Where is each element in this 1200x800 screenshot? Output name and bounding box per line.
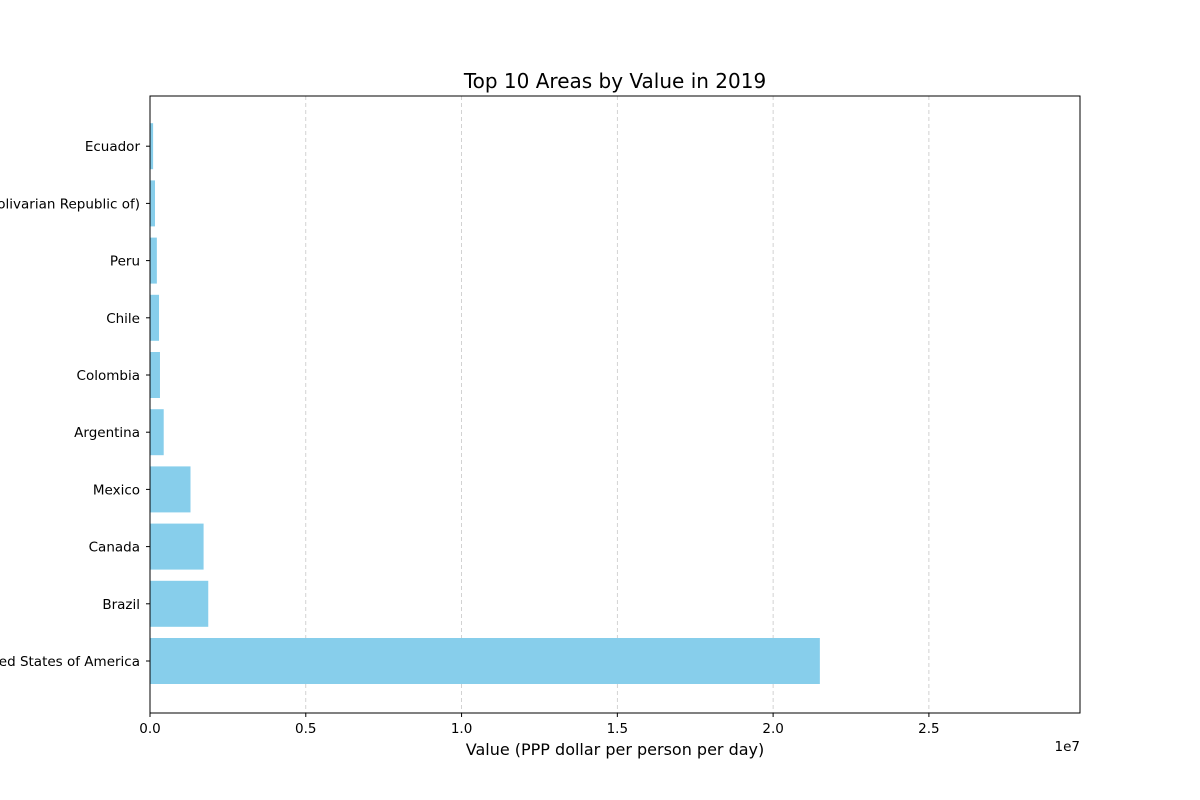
y-tick-label: United States of America: [0, 654, 140, 670]
bar: [150, 180, 155, 227]
x-axis-ticks: 0.0 0.5 1.0 1.5 2.0 2.5: [139, 713, 940, 737]
x-tick-label: 2.5: [918, 721, 939, 737]
x-tick-label: 1.5: [607, 721, 628, 737]
x-tick-label: 0.5: [295, 721, 316, 737]
y-tick-label: Brazil: [102, 597, 140, 613]
y-tick-label: Venezuela (Bolivarian Republic of): [0, 196, 140, 212]
bar: [150, 237, 157, 284]
grid-lines: [305, 96, 930, 713]
bar: [150, 580, 209, 627]
bar: [150, 123, 154, 170]
bar: [150, 294, 160, 341]
y-tick-label: Chile: [106, 311, 140, 327]
plot-frame: [149, 95, 1081, 714]
bar: [150, 352, 160, 398]
y-tick-label: Mexico: [93, 482, 140, 498]
y-tick-label: Canada: [89, 540, 140, 556]
chart-title: Top 10 Areas by Value in 2019: [463, 69, 766, 93]
bar: [150, 638, 820, 684]
y-tick-label: Colombia: [77, 368, 140, 384]
bar: [150, 409, 164, 456]
y-tick-label: Argentina: [74, 425, 140, 441]
y-axis-ticks: United States of America Brazil Canada Mexi…: [0, 139, 150, 670]
bar: [150, 523, 204, 570]
x-tick-label: 1.0: [451, 721, 472, 737]
x-axis-label: Value (PPP dollar per person per day): [466, 740, 765, 759]
y-tick-label: Peru: [110, 254, 140, 270]
bars: [150, 123, 820, 684]
x-tick-label: 2.0: [762, 721, 783, 737]
y-tick-label: Ecuador: [85, 139, 141, 155]
x-tick-label: 0.0: [139, 721, 160, 737]
x-axis-offset-label: 1e7: [1055, 739, 1080, 755]
bar: [150, 466, 191, 513]
